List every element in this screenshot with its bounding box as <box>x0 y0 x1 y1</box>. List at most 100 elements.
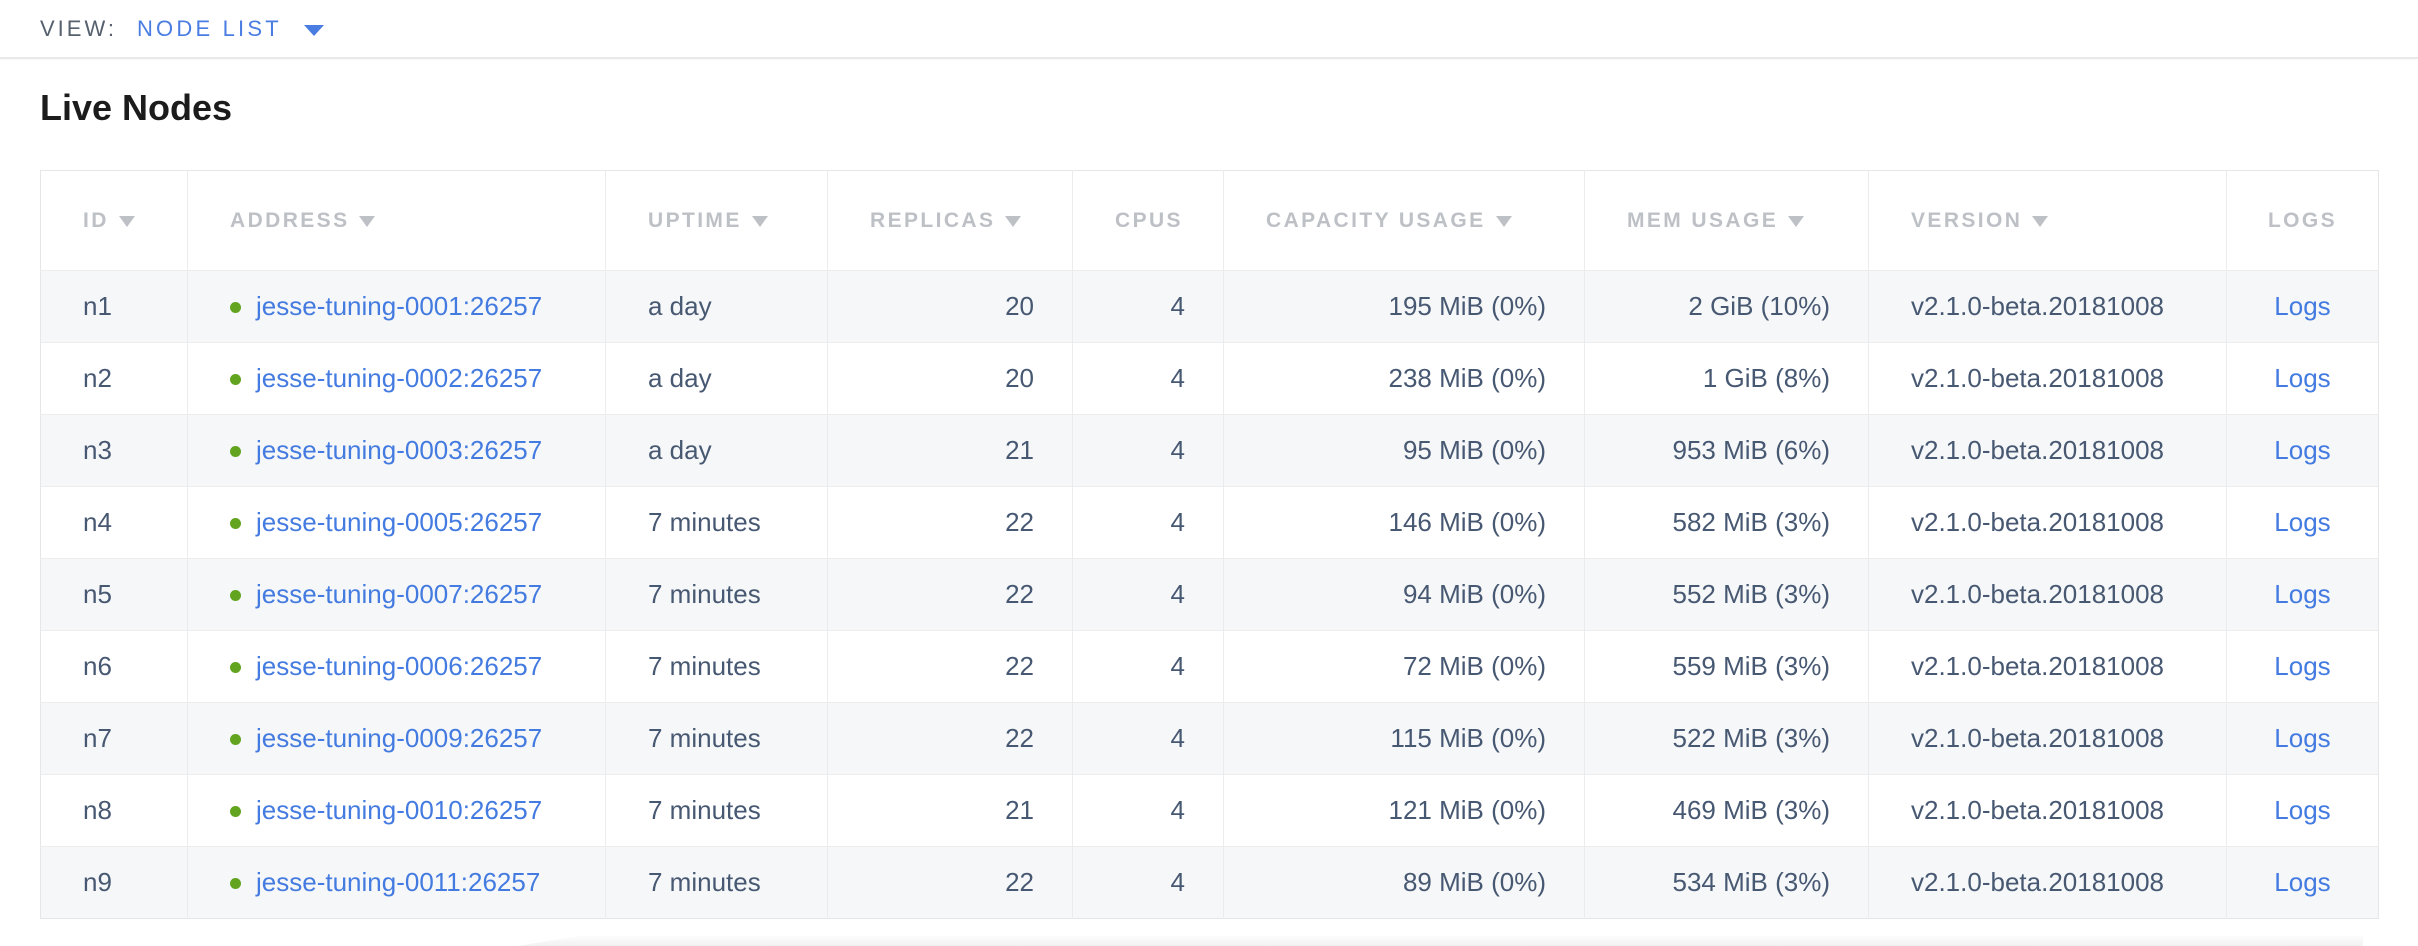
table-row: n9 jesse-tuning-0011:26257 7 minutes 22 … <box>40 846 2379 919</box>
table-header-row: ID ADDRESS UPTIME REPLICAS CPUS CAPACITY… <box>40 170 2379 271</box>
cell-address: jesse-tuning-0010:26257 <box>187 774 606 847</box>
logs-link[interactable]: Logs <box>2274 579 2331 609</box>
address-link[interactable]: jesse-tuning-0002:26257 <box>256 363 543 393</box>
sort-desc-icon <box>1788 215 1805 227</box>
col-header-label: CPUS <box>1115 208 1183 232</box>
cell-uptime: 7 minutes <box>605 558 828 631</box>
cell-mem-usage: 1 GiB (8%) <box>1584 342 1869 415</box>
cell-logs: Logs <box>2226 486 2379 559</box>
page-title: Live Nodes <box>40 87 233 128</box>
logs-link[interactable]: Logs <box>2274 291 2331 321</box>
cell-uptime: 7 minutes <box>605 486 828 559</box>
logs-link[interactable]: Logs <box>2274 435 2331 465</box>
address-link[interactable]: jesse-tuning-0009:26257 <box>256 723 543 753</box>
cell-uptime: 7 minutes <box>605 846 828 919</box>
node-healthy-icon <box>230 302 241 313</box>
cell-address: jesse-tuning-0006:26257 <box>187 630 606 703</box>
sort-desc-icon <box>1005 215 1022 227</box>
cell-address: jesse-tuning-0003:26257 <box>187 414 606 487</box>
address-link[interactable]: jesse-tuning-0010:26257 <box>256 795 543 825</box>
cell-replicas: 22 <box>827 630 1073 703</box>
col-header-id[interactable]: ID <box>40 170 188 271</box>
cell-capacity-usage: 115 MiB (0%) <box>1223 702 1585 775</box>
table-row: n4 jesse-tuning-0005:26257 7 minutes 22 … <box>40 486 2379 559</box>
col-header-logs: LOGS <box>2226 170 2379 271</box>
col-header-uptime[interactable]: UPTIME <box>605 170 828 271</box>
logs-link[interactable]: Logs <box>2274 651 2331 681</box>
cell-logs: Logs <box>2226 558 2379 631</box>
cell-capacity-usage: 238 MiB (0%) <box>1223 342 1585 415</box>
address-link[interactable]: jesse-tuning-0003:26257 <box>256 435 543 465</box>
address-link[interactable]: jesse-tuning-0011:26257 <box>256 867 541 897</box>
logs-link[interactable]: Logs <box>2274 507 2331 537</box>
col-header-mem-usage[interactable]: MEM USAGE <box>1584 170 1869 271</box>
cell-version: v2.1.0-beta.20181008 <box>1868 630 2227 703</box>
cell-node-id: n1 <box>40 270 188 343</box>
address-link[interactable]: jesse-tuning-0001:26257 <box>256 291 543 321</box>
cell-replicas: 20 <box>827 342 1073 415</box>
col-header-label: REPLICAS <box>870 208 996 232</box>
cell-address: jesse-tuning-0001:26257 <box>187 270 606 343</box>
cell-capacity-usage: 121 MiB (0%) <box>1223 774 1585 847</box>
cell-version: v2.1.0-beta.20181008 <box>1868 414 2227 487</box>
cell-capacity-usage: 146 MiB (0%) <box>1223 486 1585 559</box>
table-row: n3 jesse-tuning-0003:26257 a day 21 4 95… <box>40 414 2379 487</box>
col-header-replicas[interactable]: REPLICAS <box>827 170 1073 271</box>
logs-link[interactable]: Logs <box>2274 723 2331 753</box>
cell-mem-usage: 582 MiB (3%) <box>1584 486 1869 559</box>
cell-address: jesse-tuning-0009:26257 <box>187 702 606 775</box>
cell-version: v2.1.0-beta.20181008 <box>1868 342 2227 415</box>
cell-uptime: a day <box>605 342 828 415</box>
col-header-version[interactable]: VERSION <box>1868 170 2227 271</box>
cell-logs: Logs <box>2226 414 2379 487</box>
cell-logs: Logs <box>2226 702 2379 775</box>
address-link[interactable]: jesse-tuning-0007:26257 <box>256 579 543 609</box>
cell-node-id: n8 <box>40 774 188 847</box>
table-row: n2 jesse-tuning-0002:26257 a day 20 4 23… <box>40 342 2379 415</box>
node-healthy-icon <box>230 446 241 457</box>
node-healthy-icon <box>230 662 241 673</box>
logs-link[interactable]: Logs <box>2274 363 2331 393</box>
cell-address: jesse-tuning-0011:26257 <box>187 846 606 919</box>
cell-cpus: 4 <box>1072 414 1224 487</box>
cell-capacity-usage: 72 MiB (0%) <box>1223 630 1585 703</box>
cell-capacity-usage: 94 MiB (0%) <box>1223 558 1585 631</box>
cell-mem-usage: 469 MiB (3%) <box>1584 774 1869 847</box>
cell-uptime: 7 minutes <box>605 702 828 775</box>
table-row: n7 jesse-tuning-0009:26257 7 minutes 22 … <box>40 702 2379 775</box>
cell-logs: Logs <box>2226 630 2379 703</box>
col-header-cpus: CPUS <box>1072 170 1224 271</box>
address-link[interactable]: jesse-tuning-0005:26257 <box>256 507 543 537</box>
cell-capacity-usage: 95 MiB (0%) <box>1223 414 1585 487</box>
view-dropdown[interactable]: NODE LIST <box>137 16 324 42</box>
col-header-capacity-usage[interactable]: CAPACITY USAGE <box>1223 170 1585 271</box>
node-healthy-icon <box>230 878 241 889</box>
col-header-address[interactable]: ADDRESS <box>187 170 606 271</box>
node-healthy-icon <box>230 518 241 529</box>
cell-mem-usage: 559 MiB (3%) <box>1584 630 1869 703</box>
cell-uptime: 7 minutes <box>605 774 828 847</box>
address-link[interactable]: jesse-tuning-0006:26257 <box>256 651 543 681</box>
cell-replicas: 20 <box>827 270 1073 343</box>
cell-cpus: 4 <box>1072 342 1224 415</box>
cell-cpus: 4 <box>1072 846 1224 919</box>
view-label: VIEW: <box>40 15 117 41</box>
cell-address: jesse-tuning-0005:26257 <box>187 486 606 559</box>
cell-logs: Logs <box>2226 270 2379 343</box>
table-row: n6 jesse-tuning-0006:26257 7 minutes 22 … <box>40 630 2379 703</box>
table-row: n8 jesse-tuning-0010:26257 7 minutes 21 … <box>40 774 2379 847</box>
cell-cpus: 4 <box>1072 630 1224 703</box>
cell-version: v2.1.0-beta.20181008 <box>1868 486 2227 559</box>
cell-capacity-usage: 89 MiB (0%) <box>1223 846 1585 919</box>
cell-address: jesse-tuning-0007:26257 <box>187 558 606 631</box>
node-healthy-icon <box>230 806 241 817</box>
cell-mem-usage: 522 MiB (3%) <box>1584 702 1869 775</box>
view-dropdown-value: NODE LIST <box>136 15 282 41</box>
cell-replicas: 22 <box>827 846 1073 919</box>
cell-node-id: n3 <box>40 414 188 487</box>
cell-replicas: 22 <box>827 702 1073 775</box>
logs-link[interactable]: Logs <box>2274 867 2331 897</box>
logs-link[interactable]: Logs <box>2274 795 2331 825</box>
live-nodes-table: ID ADDRESS UPTIME REPLICAS CPUS CAPACITY… <box>40 170 2379 919</box>
cell-cpus: 4 <box>1072 558 1224 631</box>
